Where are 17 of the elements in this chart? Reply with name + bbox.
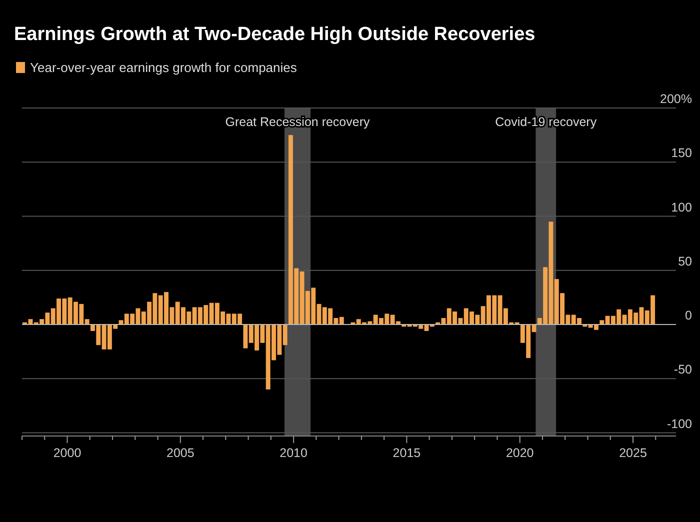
x-tick-label: 2000 <box>53 446 82 460</box>
x-tick-label: 2020 <box>506 446 534 460</box>
y-tick-label: 150 <box>671 146 692 160</box>
y-tick-label: -50 <box>674 362 692 377</box>
y-tick-label: 100 <box>671 200 692 214</box>
x-tick-label: 2015 <box>392 446 421 460</box>
y-tick-label: -100 <box>666 416 692 431</box>
y-tick-label: 0 <box>685 308 692 322</box>
chart-title: Earnings Growth at Two-Decade High Outside Recoveries <box>14 24 536 45</box>
band-label: Covid-19 recovery <box>495 115 598 129</box>
x-tick-label: 2025 <box>619 446 647 460</box>
x-tick-label: 2005 <box>166 446 194 460</box>
band-label: Great Recession recovery <box>225 115 371 129</box>
y-tick-label: 50 <box>678 254 692 268</box>
legend-label: Year-over-year earnings growth for companies <box>30 60 298 75</box>
y-tick-label: 200% <box>660 92 692 106</box>
x-tick-label: 2010 <box>280 446 308 460</box>
